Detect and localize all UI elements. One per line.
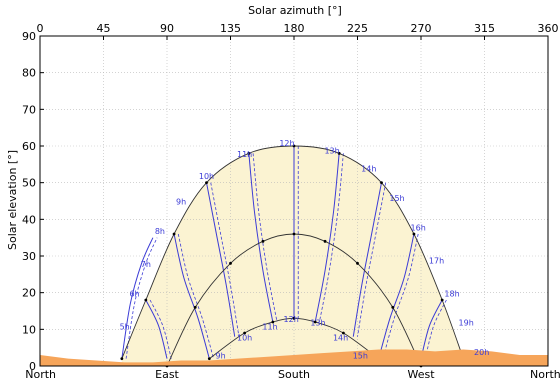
hour-line-dashed: [177, 233, 214, 359]
hour-line: [248, 153, 274, 323]
y-tick-label: 0: [29, 360, 36, 373]
top-tick-label: 360: [538, 22, 559, 35]
hour-label: 12h: [284, 315, 299, 324]
day-path-point: [341, 331, 345, 335]
hour-label: 15h: [353, 352, 368, 361]
day-path-point: [380, 181, 383, 185]
hour-line: [145, 299, 168, 359]
hour-label: 9h: [176, 198, 186, 207]
top-tick-label: 90: [160, 22, 174, 35]
day-path-point: [356, 261, 359, 265]
hour-label: 14h: [361, 165, 376, 174]
top-tick-label: 0: [37, 22, 44, 35]
top-tick-label: 180: [284, 22, 305, 35]
top-tick-label: 225: [347, 22, 368, 35]
hour-line: [352, 182, 382, 337]
hour-line-dashed: [149, 299, 172, 359]
plot-area: 5h 6h 7h 8h 9h 10h 11h 12h 13h 14h 15h 16h 17h 18h 19h…: [22, 22, 560, 381]
hour-line-dashed: [319, 153, 344, 323]
top-tick-label: 135: [220, 22, 241, 35]
hour-label: 8h: [155, 227, 165, 236]
day-path-point: [313, 320, 317, 324]
day-path-point: [243, 331, 247, 335]
hour-label: 17h: [429, 256, 444, 265]
chart-top-xlabel: Solar azimuth [°]: [248, 4, 342, 17]
bottom-tick-label: East: [155, 368, 179, 381]
hour-label: 13h: [324, 146, 339, 155]
y-tick-label: 60: [22, 140, 36, 153]
top-tick-label: 45: [97, 22, 111, 35]
hour-line-dashed: [252, 153, 278, 323]
hour-label: 10h: [237, 333, 252, 342]
y-tick-label: 80: [22, 67, 36, 80]
top-tick-label: 315: [474, 22, 495, 35]
hour-line: [378, 233, 415, 359]
y-tick-label: 90: [22, 30, 36, 43]
day-path-point: [412, 232, 416, 236]
day-path-point: [292, 232, 296, 236]
hour-label: 15h: [389, 194, 404, 203]
hour-line-dashed: [210, 182, 240, 337]
hour-label: 5h: [120, 322, 130, 331]
y-tick-label: 20: [22, 287, 36, 300]
hour-line: [206, 182, 236, 337]
day-path-point: [391, 305, 395, 309]
y-tick-label: 10: [22, 323, 36, 336]
day-path-point: [229, 261, 232, 265]
chart-ylabel: Solar elevation [°]: [6, 150, 19, 250]
hour-label: 10h: [199, 172, 214, 181]
horizon-fill: [40, 349, 548, 366]
hour-label: 18h: [444, 289, 459, 298]
hour-line-dashed: [125, 237, 158, 359]
top-tick-label: 270: [411, 22, 432, 35]
day-path-point: [323, 239, 327, 243]
hour-line: [314, 153, 340, 323]
bottom-tick-label: South: [278, 368, 310, 381]
day-path-point: [247, 151, 251, 155]
hour-label: 19h: [459, 319, 474, 328]
day-path-point: [207, 357, 211, 361]
day-path-point: [292, 144, 296, 148]
hour-label: 14h: [333, 333, 348, 342]
day-path-point: [120, 357, 124, 361]
hour-label: 11h: [262, 322, 277, 331]
y-tick-label: 70: [22, 103, 36, 116]
hour-line-dashed: [424, 299, 447, 359]
hour-label: 9h: [216, 352, 226, 361]
hour-label: 7h: [141, 260, 151, 269]
day-path-point: [440, 298, 444, 302]
hour-line: [173, 233, 210, 359]
day-path-point: [205, 181, 208, 185]
day-path-point: [144, 298, 148, 302]
hour-label: 13h: [310, 319, 325, 328]
hour-line: [121, 237, 154, 359]
day-path-point: [337, 151, 341, 155]
day-path-point: [193, 305, 197, 309]
hour-label: 6h: [129, 289, 139, 298]
hour-label: 11h: [237, 150, 252, 159]
hour-label: 16h: [411, 223, 426, 232]
hour-label: 20h: [474, 348, 489, 357]
bottom-tick-label: North: [530, 368, 560, 381]
hour-line-dashed: [357, 182, 387, 337]
day-path-point: [172, 232, 176, 236]
y-tick-label: 50: [22, 177, 36, 190]
day-path-point: [292, 316, 296, 320]
day-path-point: [261, 239, 265, 243]
day-path-point: [271, 320, 275, 324]
y-tick-label: 40: [22, 213, 36, 226]
hour-line-dashed: [382, 233, 419, 359]
bottom-tick-label: North: [25, 368, 56, 381]
y-tick-label: 30: [22, 250, 36, 263]
bottom-tick-label: West: [407, 368, 435, 381]
hour-label: 12h: [279, 139, 294, 148]
